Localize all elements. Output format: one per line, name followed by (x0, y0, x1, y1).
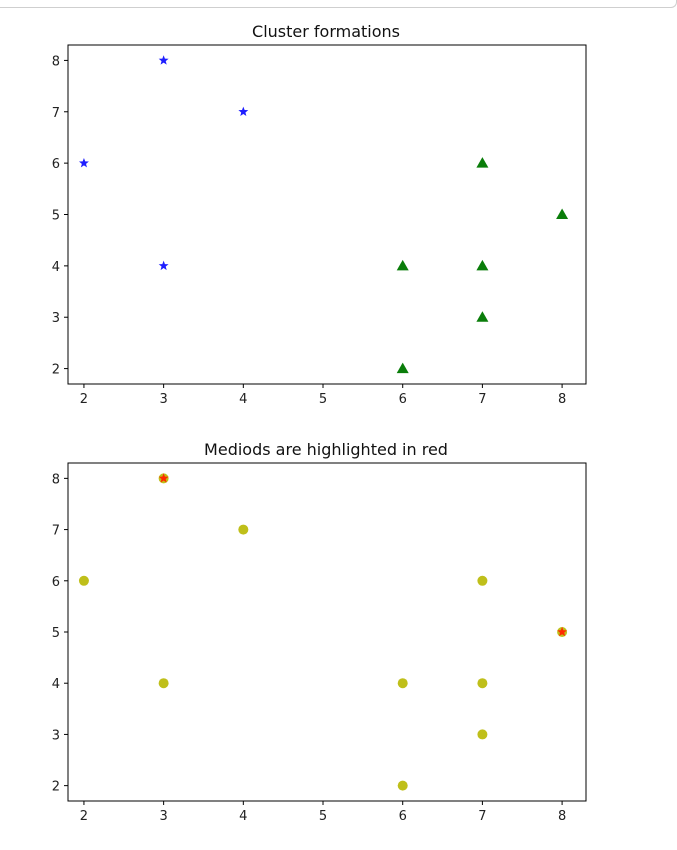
x-tick-label: 2 (80, 392, 88, 407)
data-point-circle (397, 678, 408, 689)
data-point-star (158, 260, 169, 271)
chart-title: Cluster formations (252, 22, 400, 41)
x-tick-label: 5 (319, 809, 327, 824)
chart-cluster-formations: Cluster formations 2 3 4 5 6 7 8 2 3 4 5 6 7 8 (52, 22, 587, 407)
y-tick-label: 4 (52, 677, 60, 692)
x-tick-label: 7 (478, 809, 486, 824)
plot-area-frame (67, 44, 587, 385)
y-tick-label: 5 (52, 626, 60, 641)
x-tick-label: 8 (558, 392, 566, 407)
plot-area-frame (67, 462, 587, 802)
y-tick-label: 6 (52, 157, 60, 172)
data-point-circle (397, 780, 408, 791)
x-tick-label: 6 (399, 809, 407, 824)
data-point-circle (238, 524, 249, 535)
y-tick-label: 5 (52, 209, 60, 224)
y-tick-label: 2 (52, 363, 60, 378)
data-point-triangle (396, 259, 409, 271)
data-point-triangle (476, 259, 489, 271)
y-tick-label: 6 (52, 575, 60, 590)
x-tick-label: 8 (558, 809, 566, 824)
y-tick-label: 4 (52, 260, 60, 275)
y-tick-label: 2 (52, 780, 60, 795)
y-tick-label: 8 (52, 54, 60, 69)
data-point-circle (477, 729, 488, 740)
y-tick-label: 3 (52, 728, 60, 743)
chart-mediods-highlighted: Mediods are highlighted in red 2 3 4 5 6 7 8 2 3… (52, 440, 587, 824)
data-point-triangle (556, 208, 569, 219)
x-tick-label: 3 (159, 392, 167, 407)
data-point-star (238, 106, 249, 116)
data-point-triangle (476, 157, 489, 168)
data-point-triangle (396, 362, 409, 374)
data-point-circle (477, 575, 488, 586)
x-tick-label: 5 (319, 392, 327, 407)
data-point-star (557, 626, 568, 637)
x-tick-label: 7 (478, 392, 486, 407)
y-tick-label: 7 (52, 106, 60, 121)
x-tick-label: 3 (159, 809, 167, 824)
x-tick-label: 2 (80, 809, 88, 824)
x-tick-label: 4 (239, 809, 247, 824)
data-point-circle (158, 678, 169, 689)
chart-title: Mediods are highlighted in red (204, 440, 448, 459)
data-point-star (78, 157, 89, 168)
y-tick-label: 8 (52, 472, 60, 487)
y-tick-label: 7 (52, 524, 60, 539)
x-tick-label: 4 (239, 392, 247, 407)
y-tick-label: 3 (52, 311, 60, 326)
data-point-circle (78, 575, 89, 586)
data-point-star (158, 473, 169, 483)
data-point-star (158, 55, 169, 65)
data-point-circle (477, 678, 488, 689)
data-point-triangle (476, 311, 489, 322)
x-tick-label: 6 (399, 392, 407, 407)
